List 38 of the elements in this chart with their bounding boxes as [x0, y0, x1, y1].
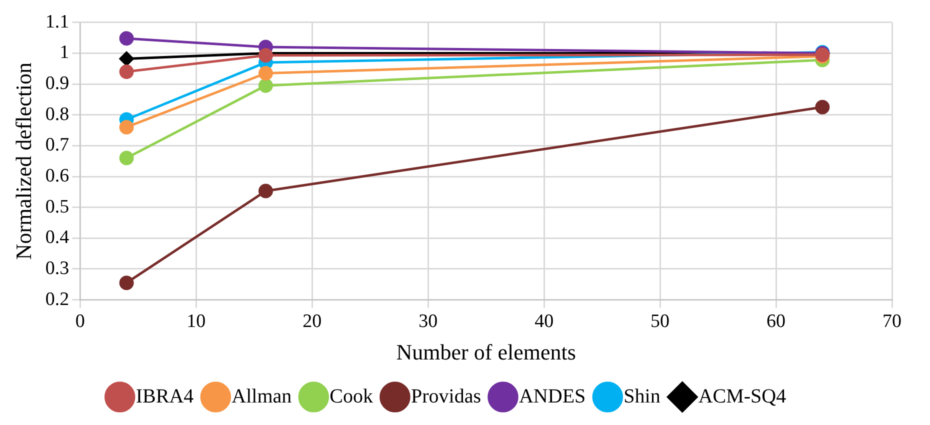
x-tick-label: 40	[534, 311, 554, 332]
legend-label: IBRA4	[136, 385, 194, 408]
y-tick-label: 0.3	[45, 258, 70, 279]
y-tick-label: 0.7	[45, 134, 70, 156]
x-tick-label: 50	[650, 311, 670, 332]
legend-label: Allman	[232, 385, 292, 408]
x-tick-label: 60	[766, 311, 786, 332]
y-tick-label: 0.2	[45, 288, 70, 310]
legend-label: Shin	[624, 385, 660, 408]
legend-label: Providas	[410, 385, 482, 408]
point	[258, 184, 273, 198]
point	[119, 31, 134, 46]
legend-label: ANDES	[518, 385, 586, 408]
x-tick-label: 70	[882, 311, 902, 332]
point	[119, 64, 134, 79]
point	[119, 276, 134, 290]
y-tick-label: 1	[60, 42, 70, 64]
x-tick-label: 30	[418, 311, 438, 332]
x-tick-label: 10	[186, 311, 206, 332]
y-tick-label: 1.1	[45, 11, 70, 32]
y-tick-label: 0.6	[45, 165, 70, 186]
point	[258, 78, 273, 93]
legend-label: Cook	[330, 385, 373, 408]
point	[258, 66, 273, 81]
x-axis-title: Number of elements	[396, 340, 576, 365]
point	[815, 100, 830, 114]
y-axis-title: Normalized deflection	[10, 62, 36, 260]
y-tick-label: 0.5	[45, 196, 70, 218]
y-tick-label: 0.8	[45, 104, 70, 125]
x-tick-label: 0	[75, 311, 85, 332]
legend-label: ACM-SQ4	[698, 385, 786, 408]
y-tick-label: 0.4	[45, 227, 70, 248]
point	[258, 48, 273, 63]
x-tick-label: 20	[302, 311, 322, 332]
point	[119, 120, 134, 134]
point	[119, 52, 134, 66]
y-tick-label: 0.9	[45, 73, 70, 94]
point	[119, 150, 134, 166]
